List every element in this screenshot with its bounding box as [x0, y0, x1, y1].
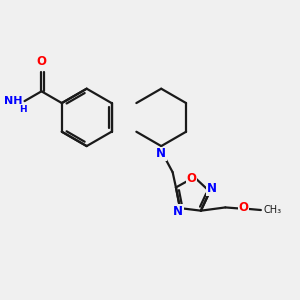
Text: O: O — [37, 55, 46, 68]
Text: N: N — [156, 147, 166, 161]
Text: NH: NH — [4, 96, 23, 106]
Text: CH₃: CH₃ — [264, 205, 282, 215]
Text: H: H — [19, 105, 27, 114]
Text: O: O — [187, 172, 197, 185]
Text: N: N — [173, 205, 183, 218]
Text: O: O — [238, 201, 249, 214]
Text: N: N — [206, 182, 216, 196]
